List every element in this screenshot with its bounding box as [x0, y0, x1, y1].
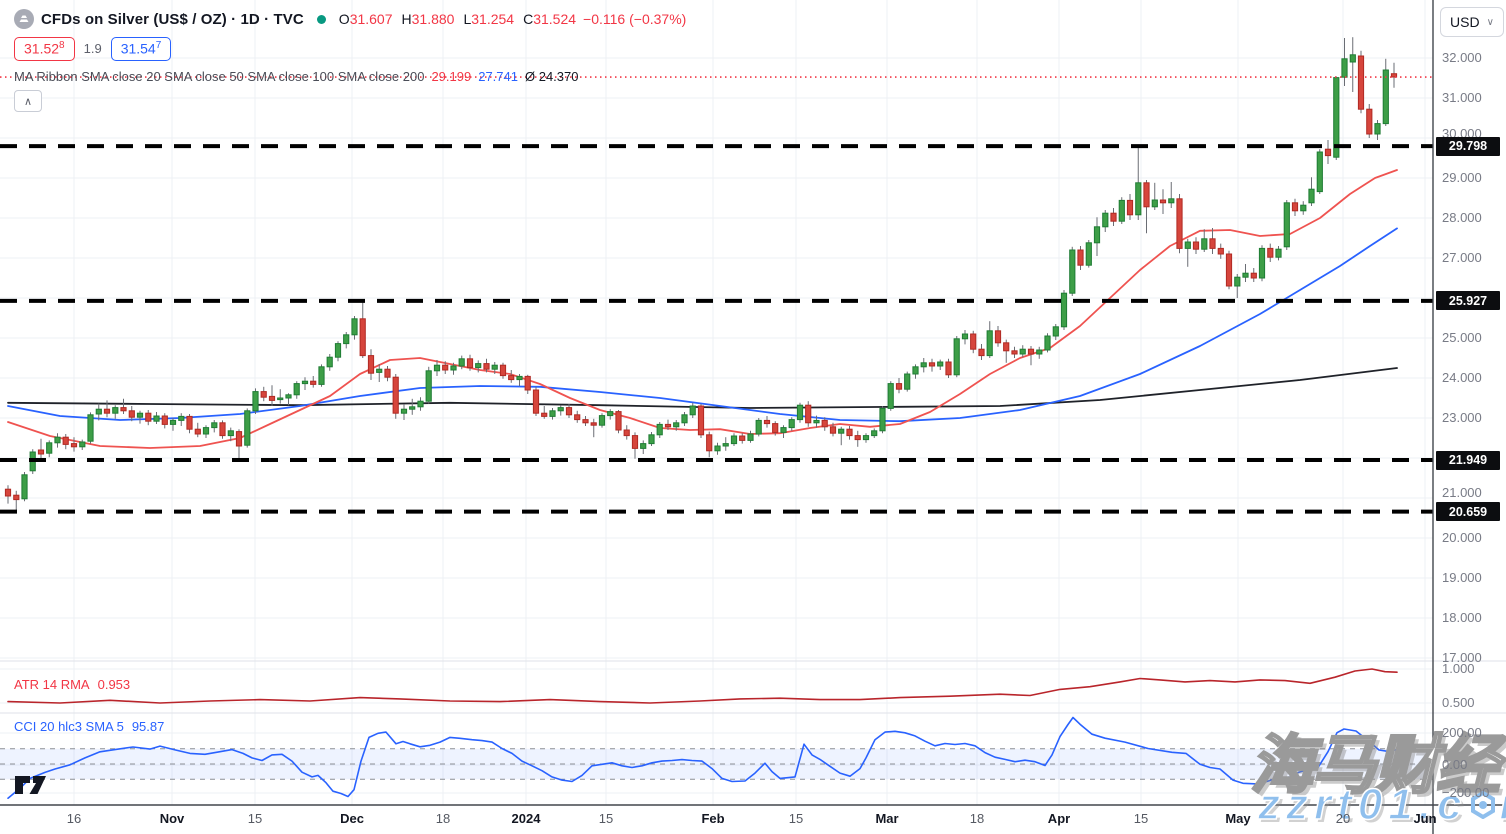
price-axis-label: 18.000	[1442, 610, 1482, 625]
ma-ribbon-legend[interactable]: MA Ribbon SMA close 20 SMA close 50 SMA …	[14, 69, 578, 84]
time-axis-label: 15	[247, 811, 263, 826]
watermark-domain-c: c	[1436, 779, 1468, 830]
ask-price-sup: 7	[155, 40, 162, 51]
symbol-legend[interactable]: CFDs on Silver (US$ / OZ) · 1D · TVC O31…	[14, 9, 686, 29]
market-status-icon[interactable]	[316, 14, 326, 24]
time-axis-label: Jun	[1413, 811, 1437, 826]
price-axis-label: 200.00	[1442, 725, 1482, 740]
ma-ribbon-label: MA Ribbon SMA close 20 SMA close 50 SMA …	[14, 69, 425, 84]
bid-ask-panel: 31.528 1.9 31.547	[14, 37, 172, 61]
time-axis-label: Dec	[340, 811, 364, 826]
sma50-value: 27.741	[478, 69, 518, 84]
time-axis-label: 16	[66, 811, 82, 826]
change-value: −0.116 (−0.37%)	[583, 11, 687, 27]
cci-legend[interactable]: CCI 20 hlc3 SMA 5 95.87	[14, 719, 164, 734]
symbol-title[interactable]: CFDs on Silver (US$ / OZ) · 1D · TVC	[41, 10, 304, 28]
bid-price-sup: 8	[59, 40, 65, 51]
low-value: 31.254	[471, 11, 515, 27]
price-axis-label: 29.000	[1442, 170, 1482, 185]
time-axis-label: Nov	[159, 811, 185, 826]
hexagon-gear-icon	[1471, 791, 1496, 819]
close-label: C	[523, 11, 534, 27]
ohlc-values: O31.607 H31.880 L31.254 C31.524	[339, 11, 576, 27]
candlesticks	[4, 37, 1398, 511]
tradingview-logo[interactable]	[14, 774, 50, 801]
buy-button[interactable]: 31.547	[110, 37, 172, 61]
cci-value: 95.87	[131, 719, 165, 734]
time-axis-label: 15	[1133, 811, 1149, 826]
price-axis-label: 17.000	[1442, 650, 1482, 665]
time-axis-label: Feb	[701, 811, 725, 826]
time-axis-label: 15	[788, 811, 804, 826]
time-axis-label: 18	[969, 811, 985, 826]
tradingview-logo-icon	[15, 776, 46, 794]
chevron-down-icon: ∨	[1486, 16, 1494, 28]
time-axis-label: Mar	[875, 811, 899, 826]
price-axis-label: 21.000	[1442, 485, 1482, 500]
spread-value: 1.9	[83, 41, 102, 57]
collapse-legend-button[interactable]: ∧	[14, 90, 42, 112]
atr-legend[interactable]: ATR 14 RMA 0.953	[14, 677, 130, 692]
price-level-badge: 21.949	[1436, 450, 1500, 470]
price-axis-label: 1.000	[1442, 661, 1475, 676]
high-value: 31.880	[411, 11, 455, 27]
price-axis-label: −200.00	[1442, 785, 1490, 800]
time-axis-label: 2024	[511, 811, 541, 826]
sell-button[interactable]: 31.528	[14, 37, 75, 61]
price-axis-label: 27.000	[1442, 250, 1482, 265]
price-axis-label: 23.000	[1442, 410, 1482, 425]
price-level-badge: 29.798	[1436, 136, 1500, 156]
silver-symbol-icon	[14, 9, 34, 29]
watermark-domain-prefix: zzrt01.	[1257, 779, 1437, 830]
low-label: L	[463, 11, 472, 27]
price-axis-label: 0.00	[1442, 757, 1468, 772]
time-axis-label: May	[1225, 811, 1251, 826]
atr-label: ATR 14 RMA	[14, 677, 90, 692]
open-label: O	[338, 11, 350, 27]
watermark-cn-text: 海马财经	[1249, 728, 1502, 803]
time-axis-label: Apr	[1047, 811, 1071, 826]
sma-average-value: Ø 24.370	[524, 69, 579, 84]
currency-label: USD	[1450, 14, 1480, 30]
chevron-up-icon: ∧	[23, 95, 33, 108]
high-label: H	[401, 11, 412, 27]
price-level-badge: 25.927	[1436, 291, 1500, 311]
sma20-value: 29.199	[431, 69, 472, 84]
ask-price: 31.54	[120, 40, 156, 57]
currency-button[interactable]: USD ∨	[1440, 7, 1504, 37]
atr-value: 0.953	[97, 677, 131, 692]
price-axis-label: 20.000	[1442, 530, 1482, 545]
time-axis-label: 20	[1335, 811, 1351, 826]
price-level-badge: 20.659	[1436, 502, 1500, 522]
price-axis-label: 19.000	[1442, 570, 1482, 585]
cci-label: CCI 20 hlc3 SMA 5	[14, 719, 124, 734]
price-axis-label: 25.000	[1442, 330, 1482, 345]
price-axis-label: 28.000	[1442, 210, 1482, 225]
price-axis-label: 24.000	[1442, 370, 1482, 385]
price-axis-label: 0.500	[1442, 695, 1475, 710]
time-axis-label: 15	[598, 811, 614, 826]
price-axis-label: 31.000	[1442, 90, 1482, 105]
price-axis-label: 32.000	[1442, 50, 1482, 65]
time-axis-label: 18	[435, 811, 451, 826]
watermark-domain: zzrt01.cn	[1257, 779, 1506, 830]
bid-price: 31.52	[24, 40, 60, 57]
close-value: 31.524	[533, 11, 577, 27]
watermark-domain-n: n	[1499, 779, 1506, 830]
open-value: 31.607	[349, 11, 393, 27]
